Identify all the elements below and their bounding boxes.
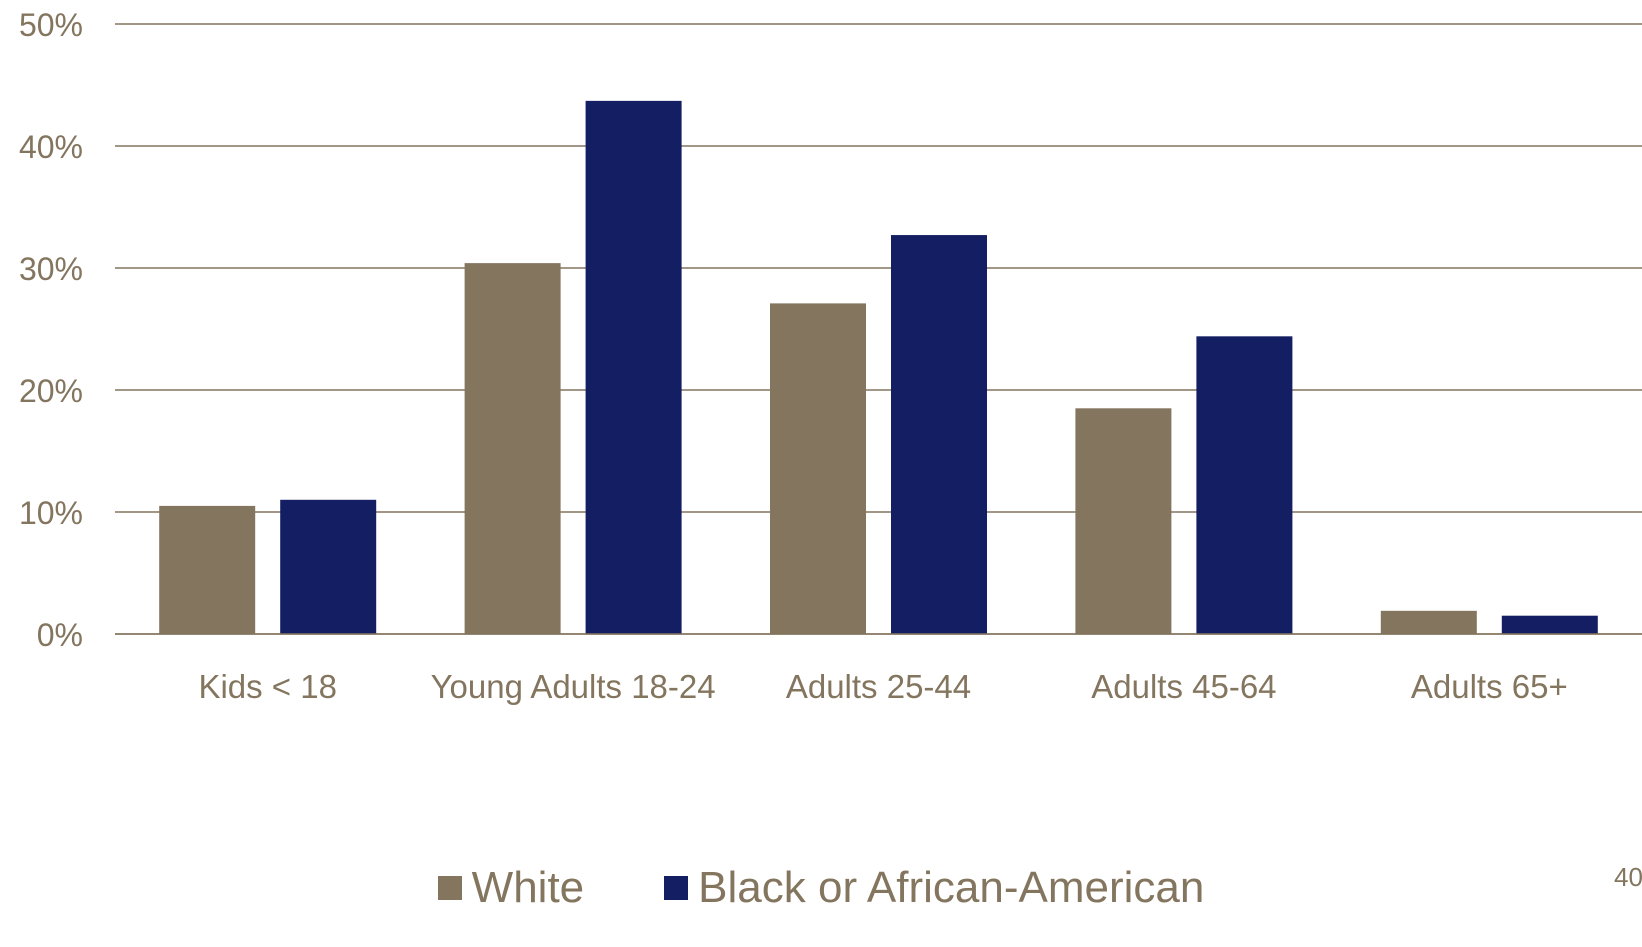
x-axis-category-labels: Kids < 18 Young Adults 18-24 Adults 25-44 A… xyxy=(198,668,1567,705)
bar-white xyxy=(159,505,256,634)
legend-swatch-white xyxy=(437,876,462,900)
bar-black-or-african-american xyxy=(585,100,682,635)
y-tick-label: 30% xyxy=(19,251,83,287)
bar-white xyxy=(1380,610,1477,634)
y-tick-label: 10% xyxy=(19,495,83,531)
legend: White Black or African-American xyxy=(0,858,1642,918)
y-tick-label: 40% xyxy=(19,129,83,165)
x-category-label: Kids < 18 xyxy=(198,668,337,705)
bar-white xyxy=(770,303,866,634)
x-category-label: Adults 25-44 xyxy=(786,668,971,705)
x-category-label: Adults 65+ xyxy=(1411,668,1568,705)
legend-swatch-black-or-african-american xyxy=(664,876,689,900)
x-category-label: Young Adults 18-24 xyxy=(431,668,716,705)
bar-black-or-african-american xyxy=(280,499,377,634)
x-category-label: Adults 45-64 xyxy=(1091,668,1276,705)
bars xyxy=(115,100,1642,635)
legend-item-white: White xyxy=(437,863,585,913)
bar-black-or-african-american xyxy=(1501,615,1598,634)
legend-label-white: White xyxy=(471,863,585,912)
bar-black-or-african-american xyxy=(1196,336,1293,634)
bar-black-or-african-american xyxy=(891,235,987,634)
legend-label-black-or-african-american: Black or African-American xyxy=(698,863,1205,912)
y-tick-label: 0% xyxy=(37,617,83,653)
bar-white xyxy=(1075,408,1172,634)
y-tick-label: 50% xyxy=(19,7,83,43)
y-tick-label: 20% xyxy=(19,373,83,409)
bar-white xyxy=(464,263,561,634)
page-number: 40 xyxy=(1614,862,1642,892)
y-axis-tick-labels: 0% 10% 20% 30% 40% 50% xyxy=(19,7,83,653)
legend-item-black-or-african-american: Black or African-American xyxy=(664,863,1204,913)
